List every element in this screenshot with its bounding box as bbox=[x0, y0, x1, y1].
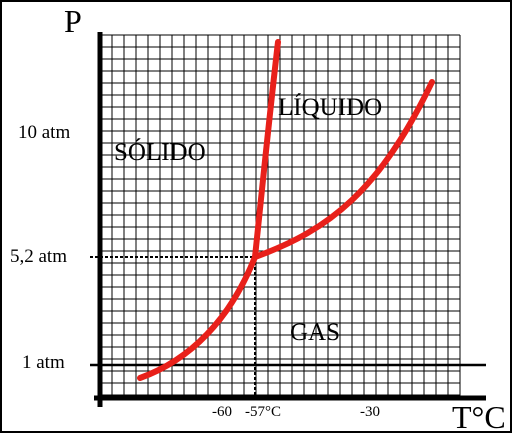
x-tick-label: -30 bbox=[360, 404, 380, 420]
x-tick-label: -60 bbox=[212, 404, 232, 420]
vaporization-curve bbox=[252, 79, 435, 260]
y-tick-label: 10 atm bbox=[18, 122, 70, 143]
region-label: GAS bbox=[290, 319, 340, 346]
sublimation-curve bbox=[137, 254, 258, 381]
melting-curve bbox=[252, 39, 281, 260]
y-tick-label: 1 atm bbox=[22, 352, 65, 373]
y-tick-label: 5,2 atm bbox=[10, 246, 67, 267]
x-tick-label: -57°C bbox=[245, 404, 281, 420]
x-axis-title: T°C bbox=[452, 399, 506, 433]
region-label: LÍQUIDO bbox=[278, 93, 382, 121]
region-label: SÓLIDO bbox=[114, 138, 206, 166]
y-axis-title: P bbox=[64, 3, 82, 39]
